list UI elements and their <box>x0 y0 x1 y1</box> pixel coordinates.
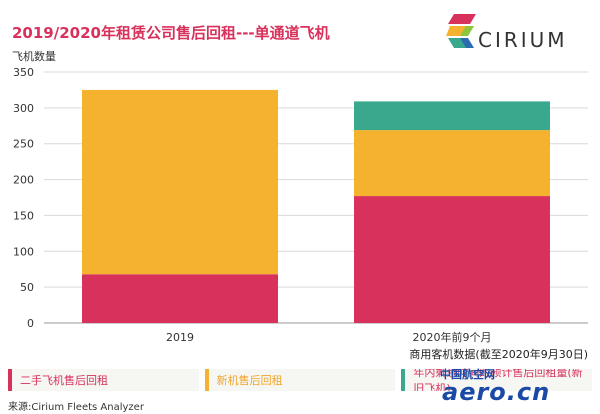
x-tick-label: 2020年前9个月 <box>413 330 492 344</box>
legend-label-new: 新机售后回租 <box>216 374 283 387</box>
y-axis-label: 飞机数量 <box>12 50 56 63</box>
chart-title: 2019/2020年租赁公司售后回租---单通道飞机 <box>12 24 330 42</box>
source-note: 来源:Cirium Fleets Analyzer <box>8 402 144 413</box>
legend-item-new: 新机售后回租 <box>204 369 396 391</box>
legend-swatch-remaining <box>401 369 406 391</box>
y-tick-label: 0 <box>27 317 34 330</box>
legend-swatch-new <box>204 369 209 391</box>
legend-label-remaining: 年内剩余时间的预计售后回租量(新旧飞机) <box>413 369 583 391</box>
watermark-cn: 中国航空网 <box>440 368 495 381</box>
y-tick-label: 250 <box>13 138 34 151</box>
y-tick-label: 50 <box>20 281 34 294</box>
y-tick-label: 350 <box>13 66 34 79</box>
bar-segment <box>354 130 550 197</box>
cirium-logo-icon <box>446 14 476 48</box>
x-tick-label: 2019 <box>166 331 194 344</box>
bar-segment <box>82 89 278 275</box>
legend-swatch-used <box>8 369 12 391</box>
brand-name: CIRIUM <box>478 28 568 52</box>
data-note: 商用客机数据(截至2020年9月30日) <box>409 348 588 361</box>
legend-label-used: 二手飞机售后回租 <box>20 374 108 387</box>
y-tick-label: 150 <box>13 209 34 222</box>
y-tick-label: 300 <box>13 102 34 115</box>
legend-item-remaining: 年内剩余时间的预计售后回租量(新旧飞机) <box>401 369 593 391</box>
bar-segment <box>354 101 550 131</box>
bar-segment <box>82 274 278 323</box>
y-tick-label: 100 <box>13 245 34 258</box>
bar-segment <box>354 196 550 323</box>
watermark-logo: aero.cn <box>442 378 551 406</box>
legend: 二手飞机售后回租 新机售后回租 年内剩余时间的预计售后回租量(新旧飞机) <box>8 369 593 391</box>
y-tick-label: 200 <box>13 174 34 187</box>
legend-item-used: 二手飞机售后回租 <box>8 369 199 391</box>
